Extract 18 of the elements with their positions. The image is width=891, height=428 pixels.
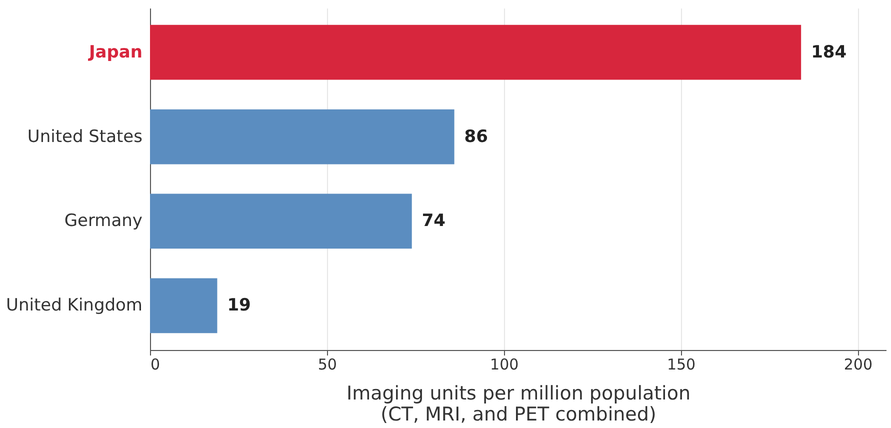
data-label: 19	[227, 296, 251, 316]
x-tick-label: 100	[490, 356, 519, 374]
bar	[150, 194, 412, 249]
bar	[150, 278, 218, 334]
y-tick-label: United States	[27, 126, 143, 147]
x-tick-label: 150	[666, 356, 696, 374]
x-axis-title: Imaging units per million population (CT, MRI, and PET combined)	[346, 382, 691, 426]
x-tick-label: 200	[844, 356, 873, 374]
y-tick-label: Japan	[88, 42, 142, 62]
x-tick-label: 0	[150, 356, 160, 374]
bar	[150, 24, 802, 80]
data-label: 86	[464, 126, 488, 147]
y-tick-label: United Kingdom	[6, 296, 142, 316]
data-label: 74	[422, 211, 446, 232]
bar	[150, 109, 454, 164]
x-tick-label: 50	[318, 356, 337, 374]
y-tick-label: Germany	[64, 211, 142, 232]
data-label: 184	[811, 42, 847, 62]
